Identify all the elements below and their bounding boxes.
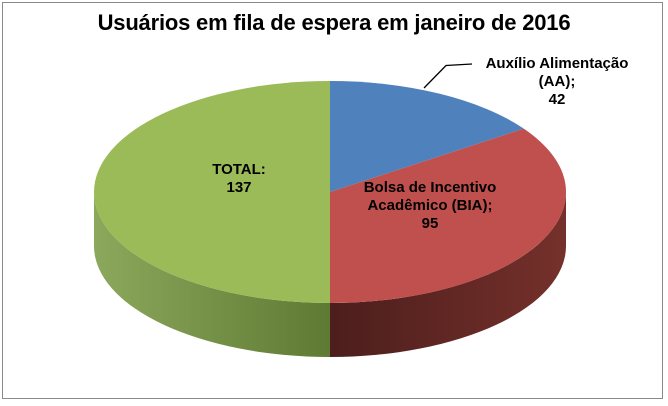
pie-slice-side-1 [330,192,566,357]
slice-label-line: Bolsa de Incentivo [363,179,497,196]
pie-slice-side-2 [94,192,330,357]
slice-label-bolsa-incentivo: Bolsa de Incentivo Acadêmico (BIA); 95 [364,179,497,233]
slice-label-line: (AA); [538,73,576,90]
pie-slice-top-2 [94,81,330,303]
slice-value: 137 [226,179,252,196]
chart-title: Usuários em fila de espera em janeiro de… [97,10,571,35]
pie-slice-top-1 [330,128,567,303]
pie-slice-top-0 [330,81,524,192]
slice-value: 42 [548,91,566,108]
slice-value: 95 [421,215,439,232]
slice-label-line: Acadêmico (BIA); [367,197,493,214]
label-leader-line [423,63,473,89]
slice-label-line: Auxílio Alimentação [485,55,629,72]
slice-label-total: TOTAL: 137 [212,161,266,197]
slice-label-line: TOTAL: [212,161,266,178]
slice-label-auxilio-alimentacao: Auxílio Alimentação (AA); 42 [486,55,629,109]
